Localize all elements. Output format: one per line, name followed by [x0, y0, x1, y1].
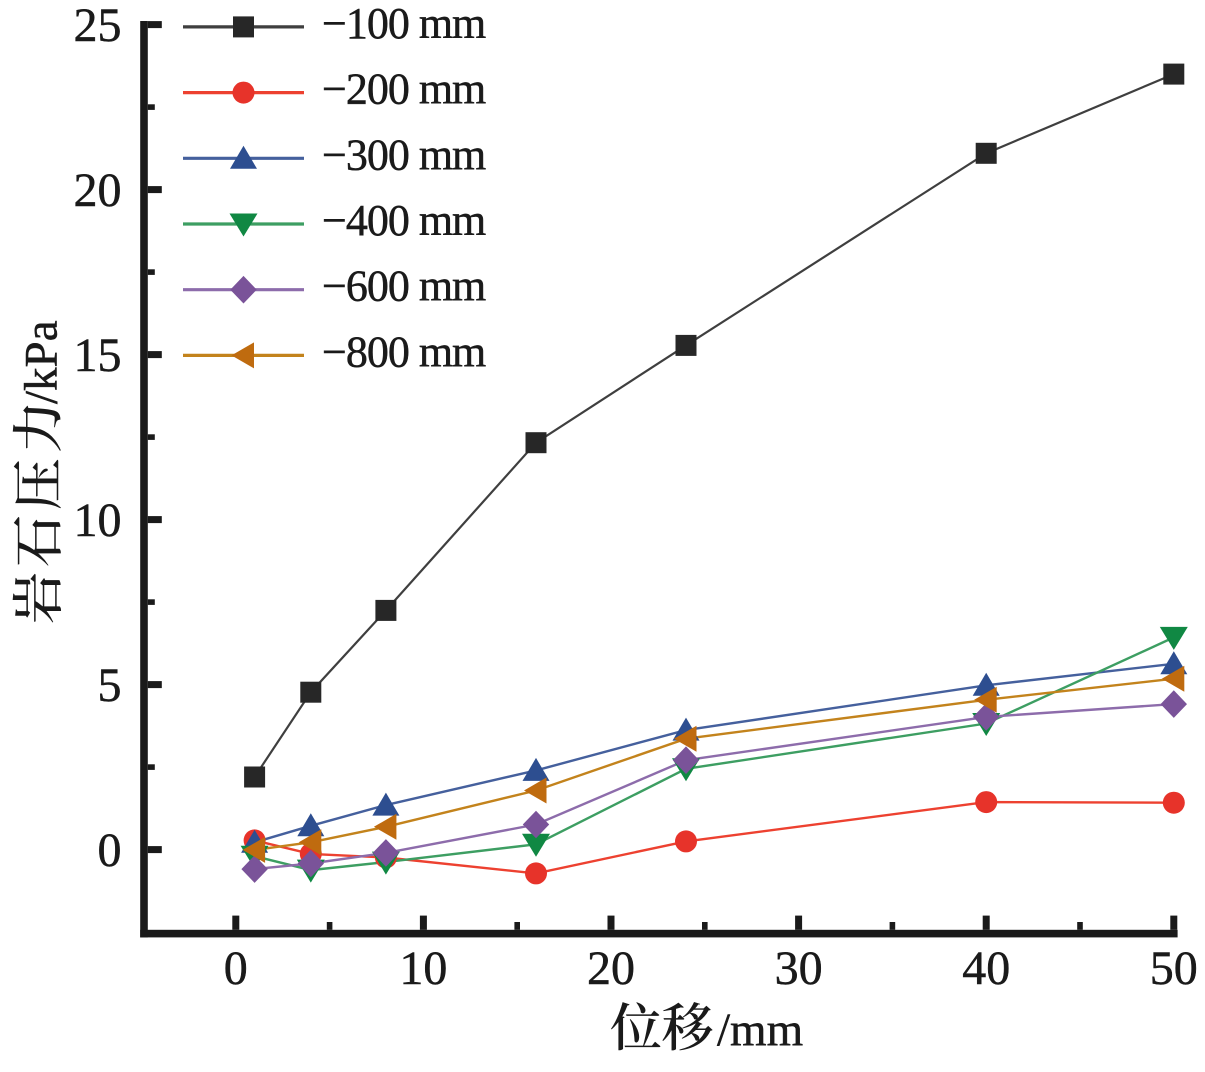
- svg-text:30: 30: [775, 942, 823, 995]
- svg-text:10: 10: [399, 942, 447, 995]
- svg-text:25: 25: [74, 0, 122, 52]
- svg-text:20: 20: [587, 942, 635, 995]
- svg-text:0: 0: [224, 942, 248, 995]
- svg-text:−300 mm: −300 mm: [322, 130, 486, 179]
- svg-text:10: 10: [74, 494, 122, 547]
- svg-text:−200 mm: −200 mm: [322, 65, 486, 114]
- svg-text:5: 5: [98, 659, 122, 712]
- svg-text:−100 mm: −100 mm: [322, 0, 486, 48]
- svg-text:40: 40: [962, 942, 1010, 995]
- svg-text:15: 15: [74, 329, 122, 382]
- svg-text:−400 mm: −400 mm: [322, 196, 486, 245]
- svg-text:/mm: /mm: [717, 1004, 803, 1056]
- svg-text:−800 mm: −800 mm: [322, 327, 486, 376]
- svg-text:−600 mm: −600 mm: [322, 262, 486, 311]
- svg-text:50: 50: [1150, 942, 1198, 995]
- svg-text:/kPa: /kPa: [16, 320, 68, 404]
- svg-text:0: 0: [98, 824, 122, 877]
- svg-text:20: 20: [74, 164, 122, 217]
